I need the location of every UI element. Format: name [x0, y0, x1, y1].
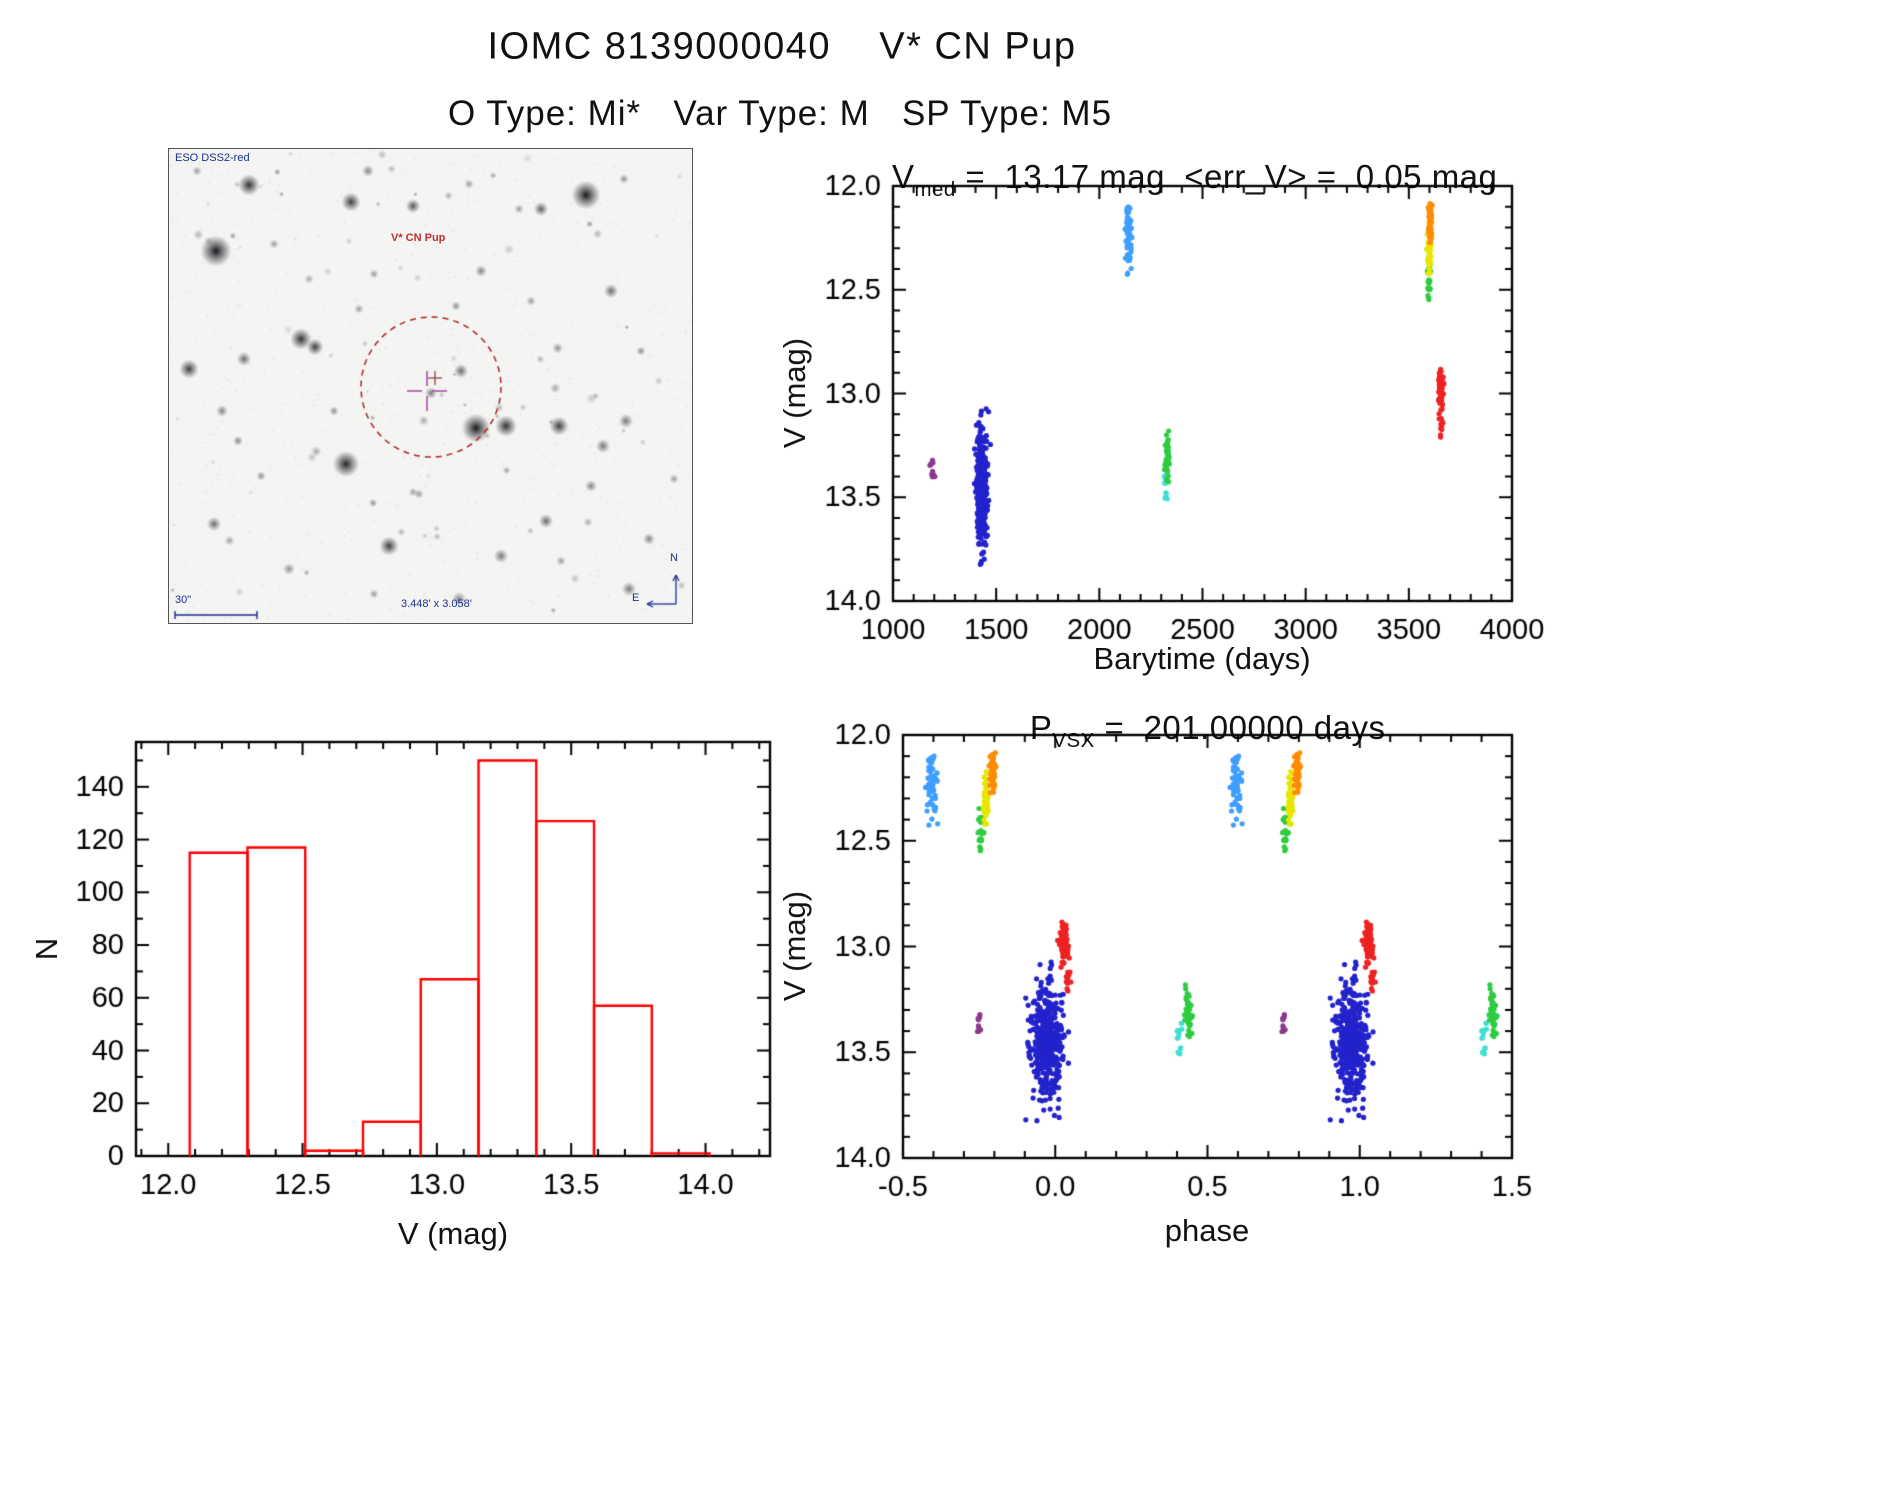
phase-xlabel: phase — [1164, 1213, 1250, 1248]
lightcurve-plot-area — [770, 150, 1560, 710]
histogram-plot-area — [30, 700, 830, 1260]
phase-plot-area — [770, 700, 1560, 1260]
finding-chart-image — [169, 149, 692, 623]
fov-label: 3.448' x 3.058' — [401, 598, 472, 610]
compass-north-label: N — [670, 552, 678, 564]
finding-chart: ESO DSS2-red V* CN Pup 30" 3.448' x 3.05… — [168, 148, 693, 624]
lightcurve-xlabel: Barytime (days) — [1093, 641, 1311, 676]
histogram-xlabel: V (mag) — [397, 1216, 509, 1251]
phase-plot — [770, 700, 1560, 1260]
lightcurve-plot — [770, 150, 1560, 710]
compass-east-label: E — [632, 592, 640, 604]
histogram-plot — [30, 700, 830, 1260]
target-label: V* CN Pup — [391, 232, 446, 244]
page-subtitle: O Type: Mi* Var Type: M SP Type: M5 — [447, 94, 1113, 133]
phase-ylabel: V (mag) — [777, 890, 812, 1002]
scale-label: 30" — [175, 594, 192, 606]
page-title: IOMC 8139000040 V* CN Pup — [487, 25, 1077, 68]
histogram-ylabel: N — [29, 937, 64, 961]
lightcurve-ylabel: V (mag) — [777, 337, 812, 449]
survey-label: ESO DSS2-red — [175, 152, 250, 164]
